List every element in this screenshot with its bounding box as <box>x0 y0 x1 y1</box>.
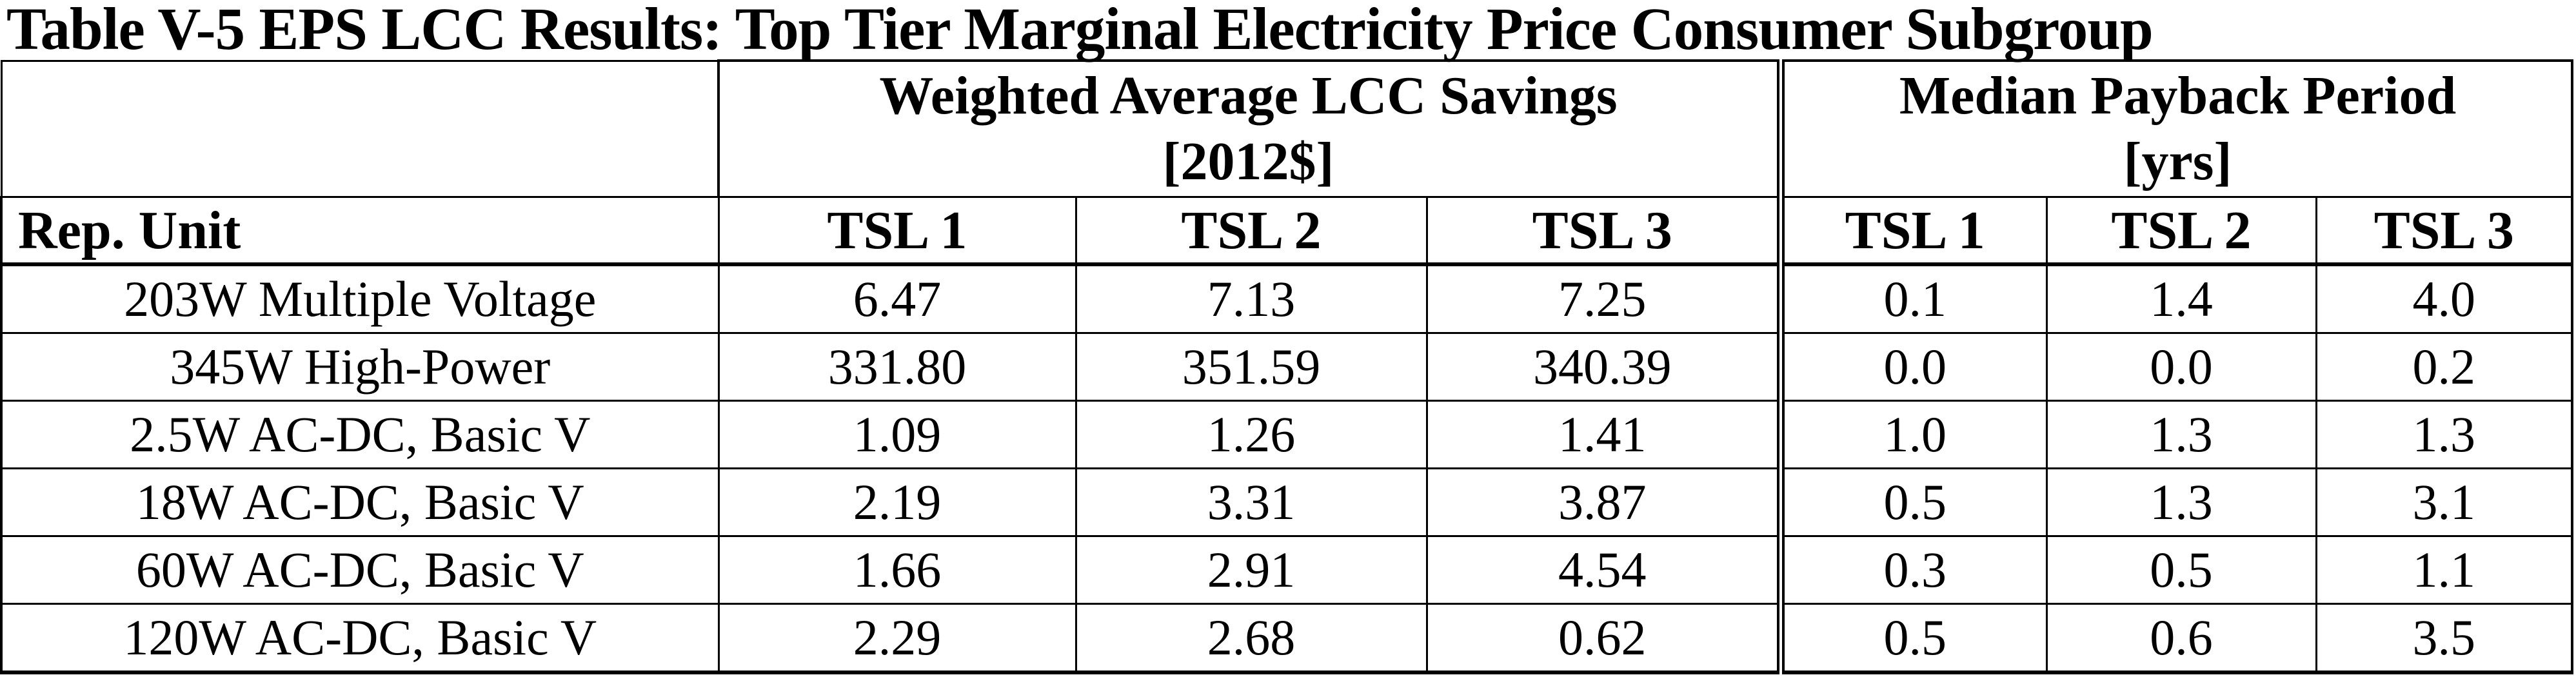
rep-unit-cell: 345W High-Power <box>0 332 720 402</box>
rep-unit-cell: 203W Multiple Voltage <box>0 263 720 334</box>
group-header-payback: Median Payback Period [yrs] <box>1776 59 2574 198</box>
rep-unit-cell: 18W AC-DC, Basic V <box>0 467 720 537</box>
group-header-lcc-line1: Weighted Average LCC Savings <box>879 65 1618 126</box>
group-header-row: Weighted Average LCC Savings [2012$] Med… <box>0 59 2574 198</box>
value-cell: 7.13 <box>1075 263 1428 334</box>
value-cell: 3.1 <box>2315 467 2574 537</box>
value-cell: 1.3 <box>2045 467 2317 537</box>
value-cell: 0.2 <box>2315 332 2574 402</box>
table-row: 345W High-Power 331.80 351.59 340.39 0.0 0.0 0… <box>0 332 2574 402</box>
value-cell: 1.41 <box>1425 400 1782 469</box>
value-cell: 0.6 <box>2045 603 2317 674</box>
group-header-lcc-line2: [2012$] <box>1162 132 1334 191</box>
column-header-row: Rep. Unit TSL 1 TSL 2 TSL 3 TSL 1 TSL 2 … <box>0 196 2574 266</box>
value-cell: 1.4 <box>2045 263 2317 334</box>
blank-corner-cell <box>0 59 720 198</box>
value-cell: 0.5 <box>1777 467 2048 537</box>
group-header-payback-line2: [yrs] <box>2123 132 2232 191</box>
group-header-lcc-savings: Weighted Average LCC Savings [2012$] <box>717 59 1782 198</box>
table-row: 60W AC-DC, Basic V 1.66 2.91 4.54 0.3 0.5 1.1 <box>0 535 2574 605</box>
column-header-tsl2-lcc: TSL 2 <box>1075 196 1428 266</box>
table-row: 18W AC-DC, Basic V 2.19 3.31 3.87 0.5 1.3 3.1 <box>0 467 2574 537</box>
lcc-results-table: Weighted Average LCC Savings [2012$] Med… <box>0 59 2574 674</box>
value-cell: 1.1 <box>2315 535 2574 605</box>
value-cell: 2.68 <box>1075 603 1428 674</box>
table-header: Weighted Average LCC Savings [2012$] Med… <box>0 59 2574 266</box>
table-body: 203W Multiple Voltage 6.47 7.13 7.25 0.1 1.4 4… <box>0 263 2574 674</box>
group-header-payback-line1: Median Payback Period <box>1899 65 2457 126</box>
value-cell: 351.59 <box>1075 332 1428 402</box>
value-cell: 3.87 <box>1425 467 1782 537</box>
value-cell: 1.3 <box>2045 400 2317 469</box>
value-cell: 3.5 <box>2315 603 2574 674</box>
value-cell: 6.47 <box>717 263 1077 334</box>
value-cell: 331.80 <box>717 332 1077 402</box>
value-cell: 0.0 <box>2045 332 2317 402</box>
value-cell: 3.31 <box>1075 467 1428 537</box>
value-cell: 4.0 <box>2315 263 2574 334</box>
column-header-tsl3-lcc: TSL 3 <box>1425 196 1782 266</box>
column-header-tsl3-pbp: TSL 3 <box>2315 196 2574 266</box>
table-title: Table V-5 EPS LCC Results: Top Tier Marg… <box>6 0 2154 63</box>
table-row: 203W Multiple Voltage 6.47 7.13 7.25 0.1 1.4 4… <box>0 263 2574 334</box>
value-cell: 0.5 <box>1777 603 2048 674</box>
rep-unit-cell: 120W AC-DC, Basic V <box>0 603 720 674</box>
value-cell: 0.3 <box>1777 535 2048 605</box>
value-cell: 1.0 <box>1777 400 2048 469</box>
value-cell: 1.3 <box>2315 400 2574 469</box>
column-header-tsl1-pbp: TSL 1 <box>1777 196 2048 266</box>
column-header-rep-unit: Rep. Unit <box>0 196 720 266</box>
column-header-tsl1-lcc: TSL 1 <box>717 196 1077 266</box>
value-cell: 340.39 <box>1425 332 1782 402</box>
rep-unit-cell: 60W AC-DC, Basic V <box>0 535 720 605</box>
column-header-tsl2-pbp: TSL 2 <box>2045 196 2317 266</box>
value-cell: 7.25 <box>1425 263 1782 334</box>
rep-unit-cell: 2.5W AC-DC, Basic V <box>0 400 720 469</box>
value-cell: 1.09 <box>717 400 1077 469</box>
value-cell: 0.62 <box>1425 603 1782 674</box>
value-cell: 0.5 <box>2045 535 2317 605</box>
value-cell: 1.66 <box>717 535 1077 605</box>
value-cell: 2.91 <box>1075 535 1428 605</box>
table-row: 120W AC-DC, Basic V 2.29 2.68 0.62 0.5 0.6 3.5 <box>0 603 2574 674</box>
value-cell: 2.29 <box>717 603 1077 674</box>
value-cell: 0.0 <box>1777 332 2048 402</box>
value-cell: 0.1 <box>1777 263 2048 334</box>
table-row: 2.5W AC-DC, Basic V 1.09 1.26 1.41 1.0 1.3 1.3 <box>0 400 2574 469</box>
value-cell: 1.26 <box>1075 400 1428 469</box>
value-cell: 2.19 <box>717 467 1077 537</box>
value-cell: 4.54 <box>1425 535 1782 605</box>
